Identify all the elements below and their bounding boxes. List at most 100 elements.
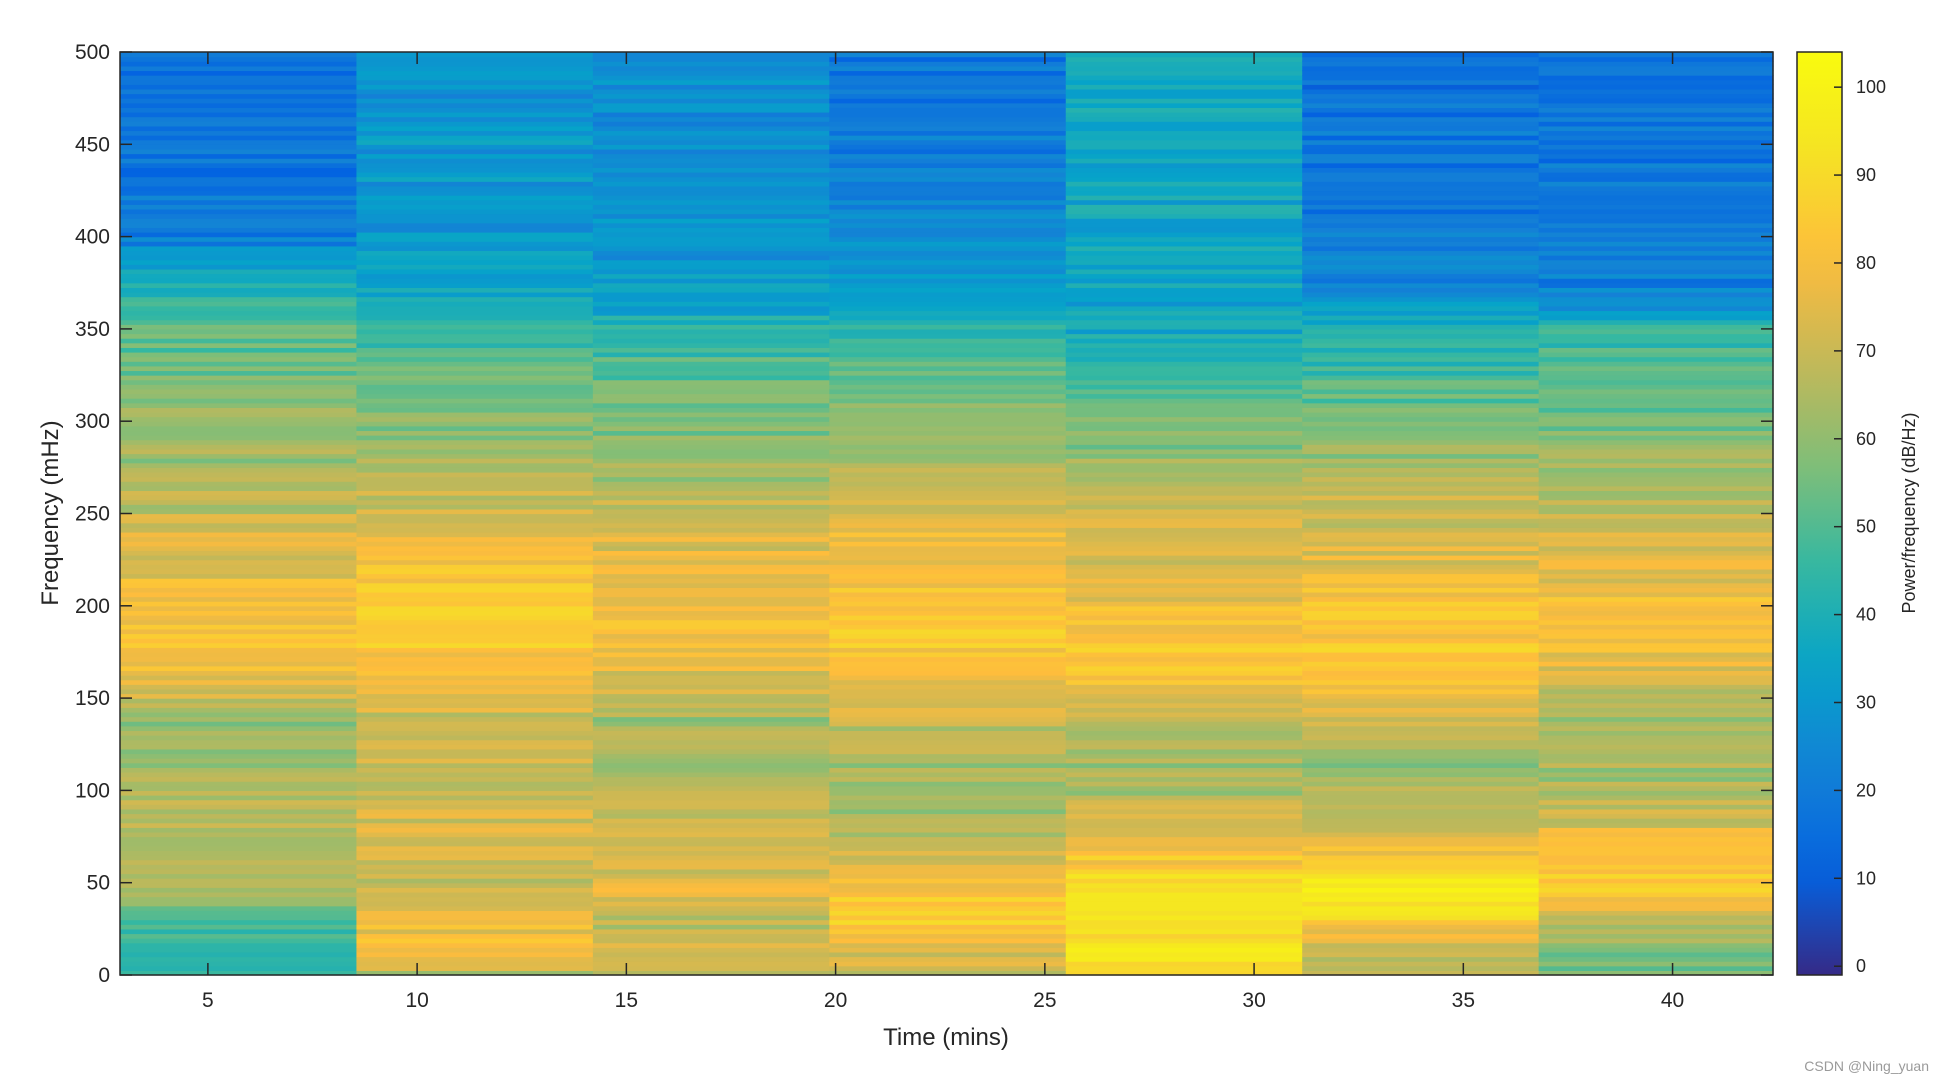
spectrogram-cell	[1065, 282, 1303, 288]
spectrogram-cell	[1538, 531, 1774, 538]
spectrogram-cell	[1302, 647, 1540, 653]
spectrogram-cell	[120, 905, 358, 911]
spectrogram-cell	[592, 398, 830, 404]
spectrogram-cell	[1538, 315, 1774, 321]
spectrogram-cell	[592, 790, 830, 796]
spectrogram-cell	[356, 107, 594, 113]
spectrogram-column	[829, 52, 1067, 976]
spectrogram-cell	[1302, 956, 1540, 962]
spectrogram-cell	[1302, 550, 1540, 556]
spectrogram-cell	[120, 439, 358, 445]
spectrogram-cell	[356, 499, 594, 505]
spectrogram-cell	[829, 633, 1067, 639]
spectrogram-cell	[592, 619, 830, 625]
spectrogram-cell	[829, 831, 1067, 838]
spectrogram-cell	[829, 250, 1067, 256]
spectrogram-cell	[1065, 490, 1303, 496]
spectrogram-cell	[356, 84, 594, 90]
spectrogram-cell	[829, 241, 1067, 247]
spectrogram-cell	[1302, 444, 1540, 450]
spectrogram-cell	[120, 813, 358, 819]
spectrogram-cell	[592, 845, 830, 851]
spectrogram-cell	[1538, 928, 1774, 935]
spectrogram-cell	[1065, 744, 1303, 750]
spectrogram-cell	[356, 739, 594, 745]
spectrogram-cell	[356, 435, 594, 441]
spectrogram-cell	[1065, 462, 1303, 468]
spectrogram-cell	[592, 102, 830, 108]
spectrogram-cell	[120, 467, 358, 473]
spectrogram-cell	[120, 135, 358, 141]
spectrogram-cell	[1065, 181, 1303, 187]
spectrogram-cell	[120, 596, 358, 602]
spectrogram-cell	[356, 928, 594, 935]
y-tick-label: 200	[75, 595, 110, 618]
spectrogram-cell	[1065, 430, 1303, 436]
spectrogram-cell	[120, 195, 358, 201]
spectrogram-cell	[829, 148, 1067, 155]
spectrogram-cell	[1065, 379, 1303, 385]
spectrogram-cell	[356, 656, 594, 662]
spectrogram-cell	[356, 518, 594, 524]
spectrogram-cell	[829, 795, 1067, 801]
spectrogram-cell	[1302, 901, 1540, 907]
spectrogram-cell	[1538, 647, 1774, 653]
spectrogram-cell	[120, 411, 358, 418]
x-tick-label: 35	[1452, 989, 1475, 1012]
spectrogram-cell	[120, 56, 358, 62]
spectrogram-cell	[1302, 204, 1540, 210]
spectrogram-cell	[120, 781, 358, 787]
spectrogram-cell	[1065, 790, 1303, 796]
spectrogram-cell	[356, 430, 594, 436]
spectrogram-cell	[1302, 190, 1540, 196]
y-tick-label: 350	[75, 318, 110, 341]
spectrogram-cell	[120, 144, 358, 150]
spectrogram-cell	[592, 255, 830, 261]
spectrogram-cell	[829, 808, 1067, 815]
spectrogram-cell	[1538, 873, 1774, 879]
spectrogram-cell	[356, 88, 594, 95]
spectrogram-cell	[120, 388, 358, 395]
spectrogram-cell	[829, 735, 1067, 741]
spectrogram-cell	[1065, 301, 1303, 307]
spectrogram-cell	[1538, 698, 1774, 704]
spectrogram-cell	[1065, 624, 1303, 630]
spectrogram-cell	[1302, 545, 1540, 552]
spectrogram-cell	[120, 684, 358, 690]
spectrogram-cell	[1302, 162, 1540, 168]
spectrogram-cell	[592, 315, 830, 321]
spectrogram-cell	[592, 208, 830, 215]
spectrogram-cell	[356, 185, 594, 192]
spectrogram-cell	[1302, 836, 1540, 842]
spectrogram-cell	[120, 555, 358, 561]
spectrogram-cell	[592, 153, 830, 159]
spectrogram-cell	[592, 287, 830, 293]
spectrogram-cell	[120, 795, 358, 801]
spectrogram-cell	[592, 513, 830, 519]
spectrogram-cell	[120, 213, 358, 219]
spectrogram-cell	[1538, 513, 1774, 519]
spectrogram-cell	[120, 231, 358, 238]
spectrogram-cell	[1065, 328, 1303, 335]
spectrogram-cell	[356, 176, 594, 182]
spectrogram-cell	[829, 162, 1067, 168]
spectrogram-cell	[592, 351, 830, 358]
spectrogram-cell	[1302, 790, 1540, 796]
spectrogram-cell	[1538, 536, 1774, 542]
spectrogram-cell	[1538, 813, 1774, 819]
spectrogram-cell	[1065, 158, 1303, 164]
spectrogram-cell	[120, 476, 358, 482]
spectrogram-cell	[356, 818, 594, 824]
spectrogram-cell	[356, 873, 594, 879]
spectrogram-cell	[1538, 388, 1774, 395]
spectrogram-cell	[592, 158, 830, 164]
spectrogram-cell	[120, 181, 358, 187]
spectrogram-cell	[592, 393, 830, 399]
spectrogram-cell	[1065, 878, 1303, 884]
spectrogram-cell	[829, 167, 1067, 173]
spectrogram-cell	[120, 296, 358, 302]
spectrogram-cell	[592, 919, 830, 925]
spectrogram-cell	[1302, 605, 1540, 612]
spectrogram-cell	[592, 181, 830, 187]
spectrogram-cell	[356, 287, 594, 293]
